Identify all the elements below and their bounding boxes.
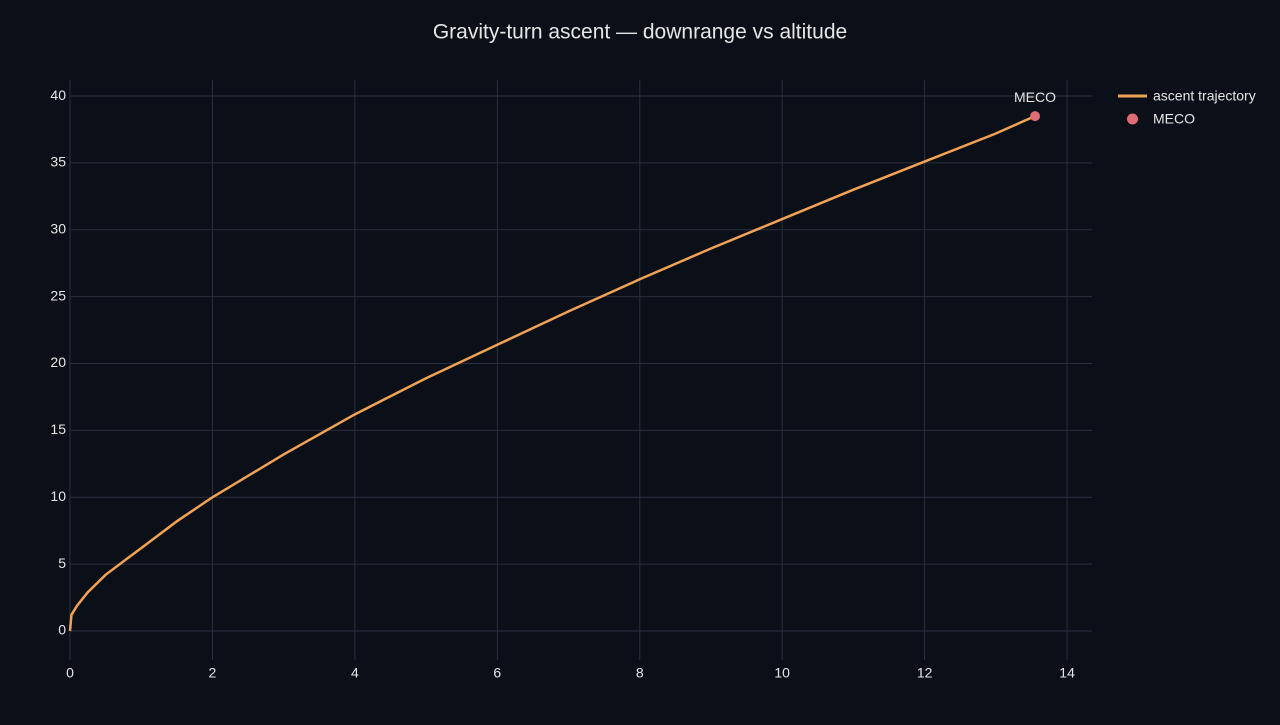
y-tick-label: 15 [50, 421, 66, 437]
x-tick-label: 12 [917, 665, 933, 681]
legend-label: MECO [1153, 111, 1195, 127]
y-tick-label: 5 [58, 555, 66, 571]
y-tick-label: 10 [50, 488, 66, 504]
x-tick-label: 8 [636, 665, 644, 681]
x-tick-label: 2 [209, 665, 217, 681]
x-tick-label: 14 [1059, 665, 1075, 681]
legend-symbol [1127, 113, 1138, 125]
y-tick-label: 40 [50, 87, 66, 103]
x-tick-label: 0 [66, 665, 74, 681]
y-tick-label: 20 [50, 354, 66, 370]
legend-label: ascent trajectory [1153, 88, 1256, 104]
y-tick-label: 35 [50, 154, 66, 170]
chart-title: Gravity-turn ascent — downrange vs altit… [433, 21, 847, 44]
trajectory-line [68, 114, 1036, 632]
marker [1030, 111, 1041, 122]
y-tick-label: 25 [50, 287, 66, 303]
x-tick-label: 6 [493, 665, 501, 681]
y-tick-label: 0 [58, 622, 66, 638]
point-label: MECO [1014, 89, 1056, 105]
x-tick-label: 10 [774, 665, 790, 681]
y-tick-label: 30 [50, 220, 66, 236]
x-tick-label: 4 [351, 665, 359, 681]
